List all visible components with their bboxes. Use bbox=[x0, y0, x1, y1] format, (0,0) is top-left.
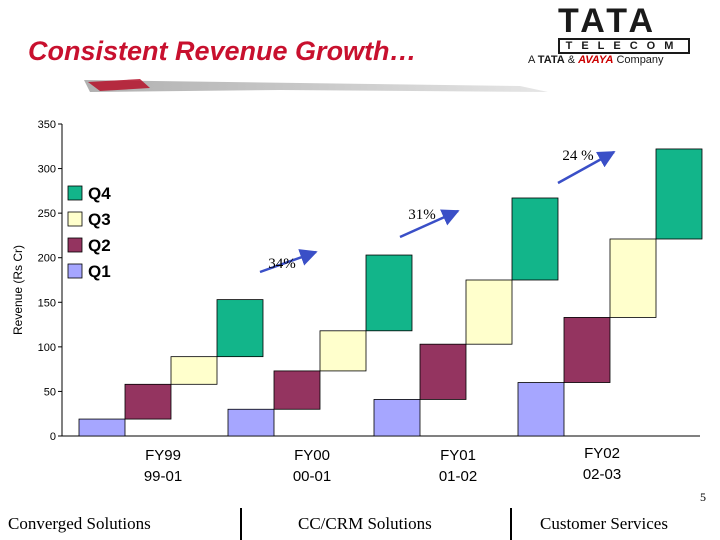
y-tick-label: 300 bbox=[38, 164, 56, 176]
legend-label-q4: Q4 bbox=[88, 184, 111, 203]
legend-label-q1: Q1 bbox=[88, 262, 111, 281]
x-label-fy02: FY02 bbox=[584, 445, 620, 462]
y-tick-label: 150 bbox=[38, 297, 56, 309]
tagline-prefix: A bbox=[528, 54, 535, 66]
x-label-fy00: FY00 bbox=[294, 447, 330, 464]
tagline-brand-avaya: AVAYA bbox=[578, 54, 614, 66]
legend-swatch-q4 bbox=[67, 185, 83, 201]
bar-fy99-q3 bbox=[170, 356, 218, 385]
x-sublabel-fy02: 02-03 bbox=[583, 466, 621, 483]
bar-fy01-q3 bbox=[465, 279, 513, 345]
legend-swatch-q3 bbox=[67, 211, 83, 227]
growth-arrow bbox=[259, 249, 318, 274]
bar-fy02-q4 bbox=[655, 148, 703, 240]
y-tick-label: 250 bbox=[38, 208, 56, 220]
telecom-wordmark: TELECOM bbox=[558, 38, 690, 54]
bar-fy00-q2 bbox=[273, 370, 321, 410]
bar-fy02-q3 bbox=[609, 238, 657, 318]
growth-annotation: 24 % bbox=[562, 148, 593, 164]
bar-fy00-q3 bbox=[319, 330, 367, 372]
tata-wordmark: TATA bbox=[558, 2, 658, 40]
bar-fy99-q2 bbox=[124, 383, 172, 420]
legend-label-q3: Q3 bbox=[88, 210, 111, 229]
footer-item-customer-services: Customer Services bbox=[540, 514, 668, 533]
x-sublabel-fy99: 99-01 bbox=[144, 468, 182, 485]
growth-annotation: 34% bbox=[268, 256, 296, 272]
bar-fy01-q1 bbox=[373, 399, 421, 437]
slide-title: Consistent Revenue Growth… bbox=[28, 36, 417, 66]
company-logo: TATA TELECOM A TATA & AVAYA Company bbox=[528, 2, 720, 74]
revenue-chart: 0 50 100 150 200 250 300 350 Revenue (Rs Cr) FY99… bbox=[11, 119, 703, 485]
y-tick-label: 350 bbox=[38, 119, 56, 131]
y-tick-label: 0 bbox=[50, 431, 56, 443]
footer-divider bbox=[240, 508, 242, 540]
title-underline-brush bbox=[84, 79, 548, 92]
page-number: 5 bbox=[700, 490, 706, 504]
footer-item-cc-crm-solutions: CC/CRM Solutions bbox=[298, 514, 432, 533]
footer-divider bbox=[510, 508, 512, 540]
y-tick-label: 200 bbox=[38, 253, 56, 265]
bar-fy01-q2 bbox=[419, 343, 467, 400]
y-axis-label: Revenue (Rs Cr) bbox=[11, 245, 25, 335]
x-sublabel-fy01: 01-02 bbox=[439, 468, 477, 485]
bar-fy99-q1 bbox=[78, 418, 126, 437]
growth-arrow bbox=[399, 209, 460, 239]
y-tick-label: 100 bbox=[38, 342, 56, 354]
tagline-brand-tata: TATA bbox=[537, 54, 565, 66]
bar-fy00-q1 bbox=[227, 408, 275, 437]
bar-fy02-q2 bbox=[563, 317, 611, 383]
y-tick-label: 50 bbox=[44, 386, 56, 398]
bar-fy99-q4 bbox=[216, 299, 264, 358]
growth-annotation: 31% bbox=[408, 207, 436, 223]
x-label-fy01: FY01 bbox=[440, 447, 476, 464]
bar-fy00-q4 bbox=[365, 254, 413, 332]
legend-swatch-q2 bbox=[67, 237, 83, 253]
x-label-fy99: FY99 bbox=[145, 447, 181, 464]
footer-bar: Converged Solutions CC/CRM Solutions Cus… bbox=[0, 508, 720, 540]
tagline-suffix: Company bbox=[616, 54, 664, 66]
bar-fy01-q4 bbox=[511, 197, 559, 281]
legend-label-q2: Q2 bbox=[88, 236, 111, 255]
bar-fy02-q1 bbox=[517, 382, 565, 437]
footer-item-converged-solutions: Converged Solutions bbox=[8, 514, 151, 533]
logo-tagline: A TATA & AVAYA Company bbox=[528, 54, 664, 66]
legend-swatch-q1 bbox=[67, 263, 83, 279]
tagline-amp: & bbox=[567, 54, 576, 66]
growth-arrow bbox=[557, 150, 616, 185]
x-sublabel-fy00: 00-01 bbox=[293, 468, 331, 485]
